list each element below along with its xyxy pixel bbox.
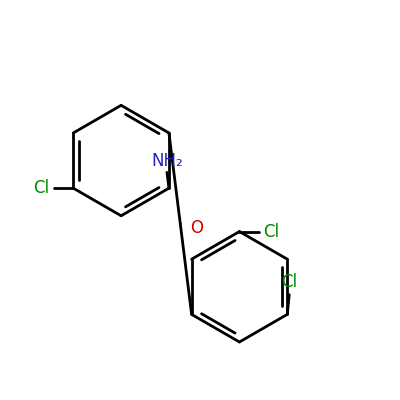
- Text: NH₂: NH₂: [151, 152, 183, 170]
- Text: Cl: Cl: [281, 273, 297, 291]
- Text: Cl: Cl: [263, 222, 279, 240]
- Text: O: O: [190, 219, 203, 237]
- Text: Cl: Cl: [34, 179, 50, 197]
